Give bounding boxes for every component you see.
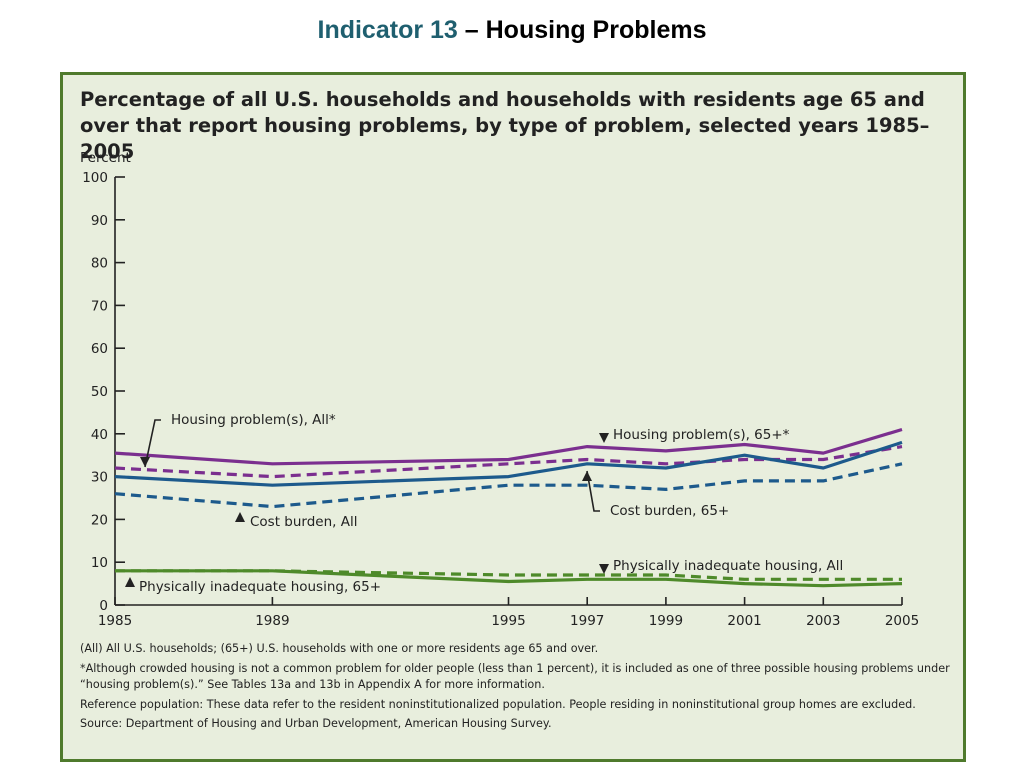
series-label-5: Physically inadequate housing, 65+ bbox=[139, 579, 381, 595]
note-abbreviations: (All) All U.S. households; (65+) U.S. ho… bbox=[80, 642, 599, 655]
y-tick-label: 90 bbox=[91, 213, 108, 229]
x-tick-label: 1985 bbox=[98, 613, 132, 629]
series-arrow-5 bbox=[125, 577, 135, 587]
series-arrow-0 bbox=[140, 457, 150, 467]
series-line-3 bbox=[114, 462, 903, 509]
y-tick-label: 40 bbox=[91, 427, 108, 443]
y-tick-label: 80 bbox=[91, 256, 108, 272]
x-tick-label: 2005 bbox=[885, 613, 919, 629]
x-tick-label: 2003 bbox=[806, 613, 840, 629]
x-tick-label: 1995 bbox=[491, 613, 525, 629]
series-label-0: Housing problem(s), All* bbox=[171, 412, 336, 428]
series-arrow-1 bbox=[599, 433, 609, 443]
chart-panel: Percentage of all U.S. households and ho… bbox=[60, 72, 966, 762]
y-tick-label: 60 bbox=[91, 341, 108, 357]
series-label-3: Cost burden, 65+ bbox=[610, 503, 729, 519]
x-tick-label: 1999 bbox=[649, 613, 683, 629]
y-tick-label: 0 bbox=[99, 598, 108, 614]
x-tick-label: 1997 bbox=[570, 613, 604, 629]
slide-title-indicator: Indicator 13 bbox=[317, 16, 458, 44]
series-arrow-2 bbox=[235, 512, 245, 522]
series-label-4: Physically inadequate housing, All bbox=[613, 558, 843, 574]
x-tick-label: 2001 bbox=[727, 613, 761, 629]
series-line-0 bbox=[114, 427, 903, 466]
y-tick-label: 10 bbox=[91, 555, 108, 571]
y-tick-label: 20 bbox=[91, 512, 108, 528]
y-tick-label: 50 bbox=[91, 384, 108, 400]
series-arrow-4 bbox=[599, 564, 609, 574]
y-tick-label: 70 bbox=[91, 298, 108, 314]
series-label-1: Housing problem(s), 65+* bbox=[613, 427, 790, 443]
y-tick-label: 30 bbox=[91, 470, 108, 486]
series-line-2 bbox=[114, 440, 903, 487]
note-crowded-housing: *Although crowded housing is not a commo… bbox=[80, 661, 950, 692]
y-axis-label: Percent bbox=[80, 150, 131, 166]
slide-title-text: – Housing Problems bbox=[457, 16, 707, 44]
series-line-1 bbox=[114, 445, 903, 479]
note-reference-population: Reference population: These data refer t… bbox=[80, 697, 916, 711]
x-tick-label: 1989 bbox=[255, 613, 289, 629]
series-pointer-0 bbox=[144, 419, 161, 468]
series-line-5 bbox=[115, 569, 903, 588]
slide-title: Indicator 13 – Housing Problems bbox=[0, 16, 1024, 45]
chart-notes: (All) All U.S. households; (65+) U.S. ho… bbox=[80, 641, 950, 736]
series-label-2: Cost burden, All bbox=[250, 514, 358, 530]
chart-title: Percentage of all U.S. households and ho… bbox=[80, 88, 930, 163]
series-arrow-3 bbox=[582, 471, 592, 481]
series-pointer-3 bbox=[586, 470, 600, 512]
y-tick-label: 100 bbox=[82, 170, 108, 186]
line-chart: Percent 0 10 20 30 40 50 60 70 80 90 100 1985 1989 199… bbox=[80, 150, 919, 629]
note-source: Source: Department of Housing and Urban … bbox=[80, 717, 552, 730]
